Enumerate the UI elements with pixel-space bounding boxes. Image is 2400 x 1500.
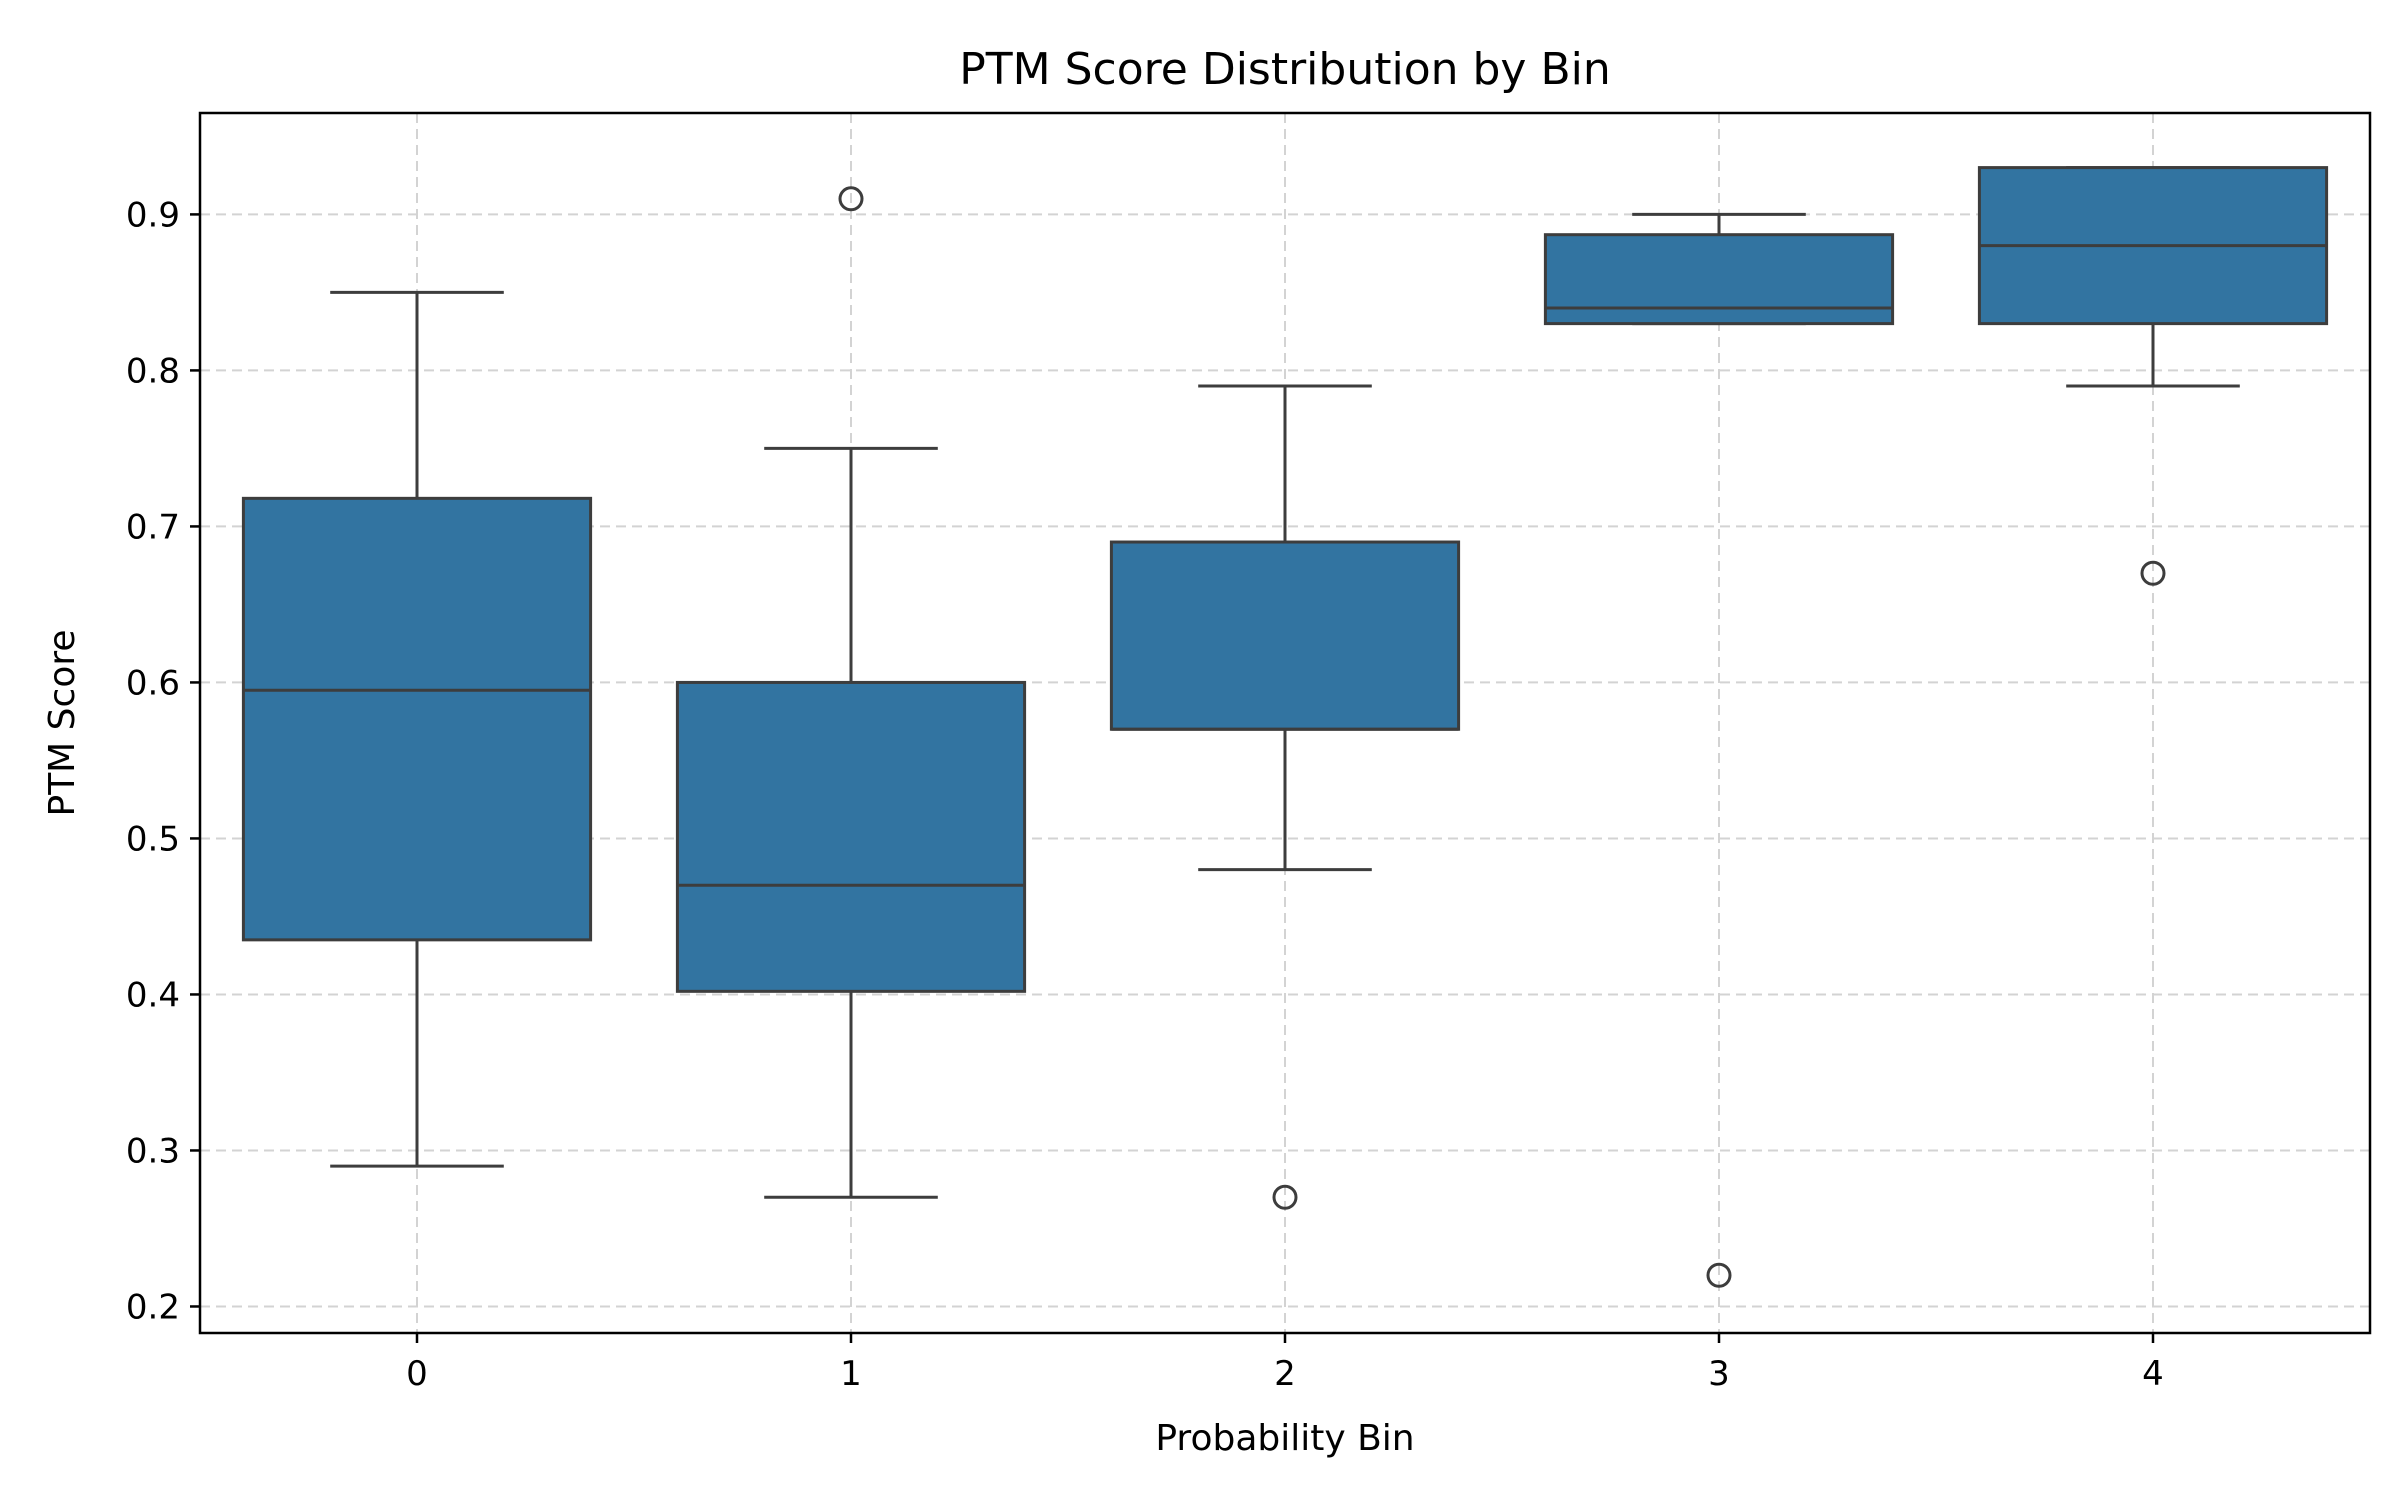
x-tick-label: 4 — [2142, 1354, 2164, 1394]
y-tick-label: 0.5 — [126, 819, 180, 859]
x-axis-label: Probability Bin — [1155, 1418, 1414, 1459]
y-tick-label: 0.7 — [126, 507, 180, 547]
y-tick-label: 0.9 — [126, 195, 180, 235]
x-tick-label: 0 — [406, 1354, 428, 1394]
x-axis-ticks: 0 1 2 3 4 — [406, 1333, 2164, 1394]
y-tick-label: 0.2 — [126, 1287, 180, 1327]
y-tick-label: 0.6 — [126, 663, 180, 703]
box-iqr — [675, 680, 1027, 993]
y-tick-label: 0.3 — [126, 1131, 180, 1171]
y-tick-label: 0.4 — [126, 975, 180, 1015]
x-tick-label: 2 — [1274, 1354, 1296, 1394]
y-tick-label: 0.8 — [126, 351, 180, 391]
y-axis-label: PTM Score — [42, 629, 83, 816]
box-iqr — [1543, 233, 1895, 326]
box-iqr — [1109, 540, 1461, 731]
x-tick-label: 3 — [1708, 1354, 1730, 1394]
outlier-point — [838, 186, 864, 212]
boxes-group — [241, 166, 2329, 1288]
y-axis-ticks: 0.2 0.3 0.4 0.5 0.6 0.7 0.8 0.9 — [126, 195, 200, 1327]
outlier-point — [1272, 1184, 1298, 1210]
outlier-point — [2140, 560, 2166, 586]
box-iqr — [241, 496, 593, 942]
x-tick-label: 1 — [840, 1354, 862, 1394]
chart-title: PTM Score Distribution by Bin — [959, 44, 1611, 95]
outlier-point — [1706, 1262, 1732, 1288]
